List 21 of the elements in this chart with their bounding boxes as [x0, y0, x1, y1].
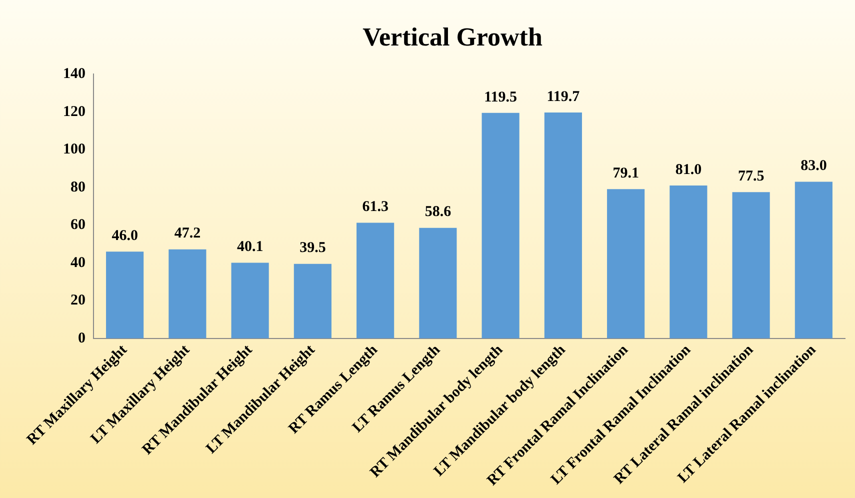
data-label: 58.6 [424, 204, 452, 220]
data-label: 39.5 [300, 240, 326, 256]
data-label: 83.0 [800, 158, 827, 174]
data-label: 77.5 [738, 168, 764, 185]
data-label: 40.1 [236, 239, 264, 256]
data-label: 79.1 [612, 166, 639, 182]
y-tick-label: 140 [63, 66, 86, 82]
y-tick-label: 20 [70, 292, 86, 309]
y-tick-label: 0 [78, 330, 86, 346]
y-tick-label: 80 [70, 179, 86, 196]
data-label: 119.5 [484, 89, 518, 106]
data-label: 81.0 [675, 162, 702, 178]
y-tick-label: 60 [70, 217, 86, 234]
y-tick-label: 100 [63, 142, 86, 158]
data-label: 119.7 [546, 88, 580, 105]
chart-title: Vertical Growth [362, 22, 543, 52]
data-label: 47.2 [174, 226, 201, 242]
data-label: 46.0 [112, 228, 138, 244]
y-tick-label: 120 [63, 104, 86, 120]
y-tick-label: 40 [70, 254, 86, 271]
data-label: 61.3 [362, 199, 388, 216]
